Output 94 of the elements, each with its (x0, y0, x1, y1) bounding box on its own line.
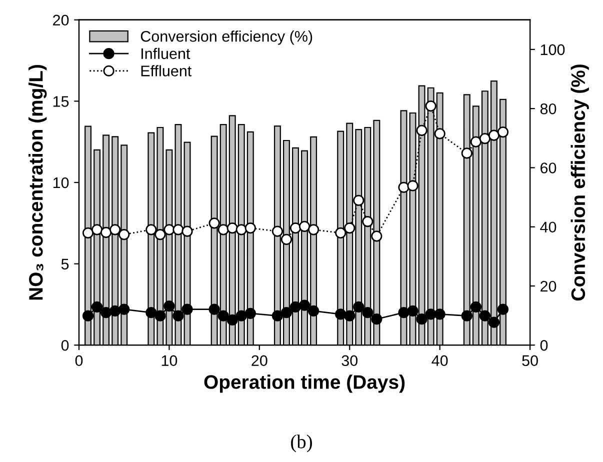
x-tick-label: 0 (75, 355, 83, 366)
point (488, 130, 500, 141)
y2-tick-label: 80 (540, 103, 556, 114)
x-axis-title: Operation time (Days) (204, 374, 405, 393)
point (100, 307, 112, 318)
point (407, 180, 418, 192)
point (434, 128, 446, 140)
x-tick-label: 50 (522, 355, 538, 366)
point (164, 300, 175, 312)
point (172, 224, 184, 236)
x-tick-label: 30 (342, 355, 358, 366)
point (236, 310, 247, 322)
point (82, 310, 94, 322)
point (362, 216, 374, 228)
point (461, 148, 472, 159)
point (172, 310, 184, 322)
point (479, 310, 490, 322)
point (218, 310, 229, 322)
point (91, 224, 103, 236)
point (398, 182, 410, 193)
point (182, 226, 193, 237)
point (470, 136, 482, 148)
point (91, 301, 103, 312)
y-tick-label: 5 (61, 258, 69, 270)
point (416, 124, 428, 136)
point (497, 126, 509, 138)
y2-axis-title: Conversion efficiency (%) (570, 64, 589, 301)
point (208, 304, 220, 315)
point (353, 194, 364, 206)
x-tick-label: 20 (252, 355, 268, 366)
point (280, 234, 292, 245)
point (118, 304, 130, 315)
y-tick-label: 20 (53, 14, 69, 26)
point (154, 310, 166, 322)
point (110, 305, 121, 317)
point (479, 133, 490, 144)
y2-tick-label: 20 (540, 280, 556, 292)
point (118, 228, 130, 240)
point (298, 220, 310, 232)
point (335, 308, 346, 320)
point (344, 310, 356, 322)
x-tick-label: 10 (162, 355, 178, 366)
point (371, 314, 382, 325)
point (290, 222, 302, 234)
y-tick-label: 10 (53, 177, 69, 188)
point (308, 224, 320, 236)
point (110, 224, 121, 236)
point (344, 222, 356, 234)
point (272, 226, 284, 237)
point (308, 305, 320, 317)
point (488, 316, 500, 328)
point (353, 301, 364, 312)
point (244, 222, 256, 234)
point (416, 314, 428, 325)
point (407, 305, 418, 317)
y2-tick-label: 0 (540, 340, 548, 351)
point (164, 224, 175, 236)
y2-tick-label: 100 (540, 44, 565, 56)
text: (b) (291, 434, 312, 452)
y-tick-label: 15 (53, 96, 69, 107)
legend-label: Influent (142, 48, 190, 60)
point (182, 304, 193, 315)
point (154, 228, 166, 240)
point (226, 222, 238, 234)
point (362, 307, 374, 318)
point (425, 308, 436, 320)
point (100, 226, 112, 238)
x-tick-label: 40 (432, 355, 448, 366)
point (371, 230, 382, 242)
point (272, 310, 284, 322)
legend-label: Conversion efficiency (%) (140, 30, 312, 45)
point (335, 227, 346, 238)
point (497, 304, 509, 315)
y2-tick-label: 60 (540, 162, 556, 174)
point (236, 224, 247, 236)
point (146, 307, 157, 318)
point (218, 224, 229, 236)
y2-tick-label: 40 (540, 222, 556, 233)
point (298, 300, 310, 311)
point (280, 307, 292, 318)
point (425, 100, 436, 112)
point (146, 224, 157, 236)
point (244, 308, 256, 319)
point (82, 227, 94, 238)
point (461, 310, 472, 322)
y-tick-label: 0 (61, 340, 69, 351)
point (208, 218, 220, 229)
point (434, 308, 446, 320)
point (226, 314, 238, 326)
legend-label: Effluent (141, 65, 192, 76)
point (290, 301, 302, 312)
point (398, 307, 410, 318)
y-axis-title: NO₃ concentration (mg/L) (28, 64, 47, 300)
point (470, 301, 482, 312)
